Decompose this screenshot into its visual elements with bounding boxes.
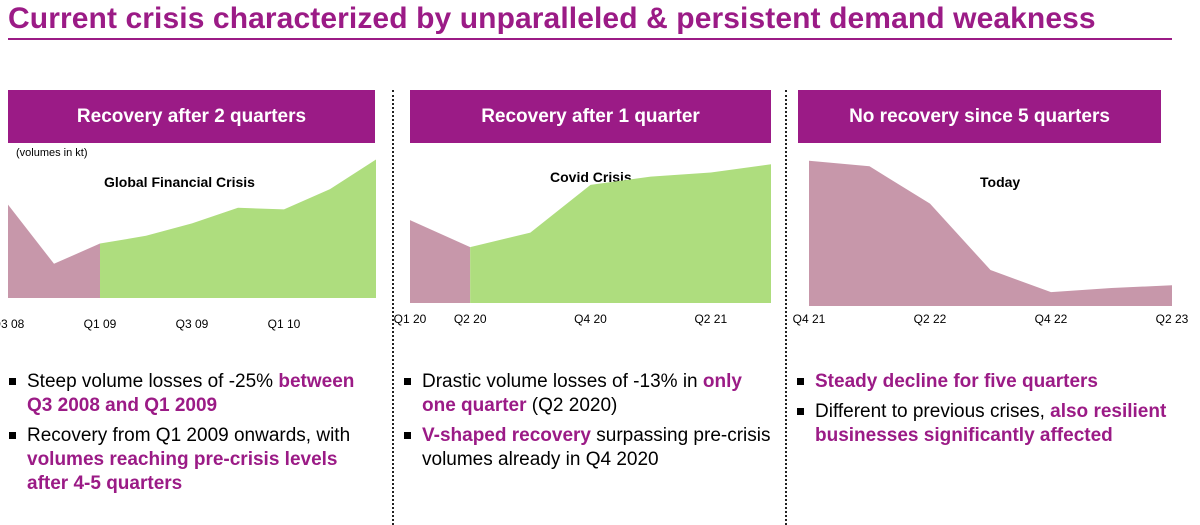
x-tick-label: Q2 21 bbox=[694, 312, 727, 326]
decline-area bbox=[8, 204, 100, 298]
bullet-list: Drastic volume losses of -13% in only on… bbox=[403, 370, 778, 478]
chart-title: Covid Crisis bbox=[550, 169, 632, 185]
x-tick-label: Q1 10 bbox=[268, 317, 301, 331]
recovery-area bbox=[100, 159, 376, 298]
bullet-text: Steep volume losses of -25% bbox=[27, 371, 279, 392]
bullet-list: Steep volume losses of -25% between Q3 2… bbox=[8, 370, 383, 502]
x-tick-label: Q4 21 bbox=[793, 312, 826, 326]
highlighted-text: between Q3 2008 and Q1 2009 bbox=[27, 371, 355, 416]
bullet-list: Steady decline for five quarters Differen… bbox=[796, 370, 1186, 454]
bullet-item: Steep volume losses of -25% between Q3 2… bbox=[8, 370, 383, 418]
bullet-text: surpassing pre-crisis volumes already in… bbox=[422, 425, 771, 470]
unit-note: (volumes in kt) bbox=[16, 147, 88, 159]
bullet-text: Different to previous crises, bbox=[815, 401, 1051, 422]
recovery-area bbox=[470, 164, 771, 303]
bullet-text: (Q2 2020) bbox=[526, 395, 618, 416]
panel-covid-crisis: Recovery after 1 quarter Covid Crisis Q1… bbox=[394, 0, 783, 525]
panel-financial-crisis: Recovery after 2 quarters (volumes in kt… bbox=[0, 0, 390, 525]
bullet-item: Recovery from Q1 2009 onwards, with volu… bbox=[8, 424, 383, 496]
x-tick-label: Q2 22 bbox=[914, 312, 947, 326]
panel-banner: Recovery after 2 quarters bbox=[8, 90, 375, 143]
highlighted-text: V-shaped recovery bbox=[422, 425, 591, 446]
page-title: Current crisis characterized by unparall… bbox=[8, 2, 1096, 35]
x-tick-label: Q3 08 bbox=[0, 317, 25, 331]
chart-title: Global Financial Crisis bbox=[104, 174, 255, 190]
panel-banner: No recovery since 5 quarters bbox=[798, 90, 1161, 143]
highlighted-text: also resilient businesses significantly … bbox=[815, 401, 1167, 446]
bullet-item: Drastic volume losses of -13% in only on… bbox=[403, 370, 778, 418]
chart-covid-crisis: Q1 20 Q2 20 Q4 20 Q2 21 bbox=[394, 164, 771, 326]
panel-banner: Recovery after 1 quarter bbox=[410, 90, 771, 143]
highlighted-text: volumes reaching pre-crisis levels after… bbox=[27, 449, 338, 494]
bullet-item: Different to previous crises, also resil… bbox=[796, 400, 1186, 448]
bullet-item: V-shaped recovery surpassing pre-crisis … bbox=[403, 424, 778, 472]
decline-area bbox=[410, 220, 471, 303]
x-tick-label: Q3 09 bbox=[176, 317, 209, 331]
x-tick-label: Q2 20 bbox=[454, 312, 487, 326]
bullet-text: Recovery from Q1 2009 onwards, with bbox=[27, 425, 351, 446]
x-tick-label: Q2 23 bbox=[1156, 312, 1189, 326]
highlighted-text: Steady decline for five quarters bbox=[815, 371, 1098, 392]
bullet-text: Drastic volume losses of -13% in bbox=[422, 371, 703, 392]
panel-today: No recovery since 5 quarters Today Q4 21… bbox=[788, 0, 1200, 525]
panel-divider bbox=[392, 90, 394, 525]
chart-today: Q4 21 Q2 22 Q4 22 Q2 23 bbox=[793, 160, 1189, 326]
title-underline bbox=[8, 38, 1172, 40]
chart-title: Today bbox=[980, 174, 1021, 190]
x-tick-label: Q1 20 bbox=[394, 312, 427, 326]
decline-area bbox=[809, 160, 1172, 306]
x-tick-label: Q4 20 bbox=[574, 312, 607, 326]
bullet-item: Steady decline for five quarters bbox=[796, 370, 1186, 394]
x-tick-label: Q4 22 bbox=[1035, 312, 1068, 326]
x-tick-label: Q1 09 bbox=[84, 317, 117, 331]
chart-financial-crisis: Q3 08 Q1 09 Q3 09 Q1 10 bbox=[0, 159, 376, 331]
highlighted-text: only one quarter bbox=[422, 371, 742, 416]
panel-divider bbox=[785, 90, 787, 525]
